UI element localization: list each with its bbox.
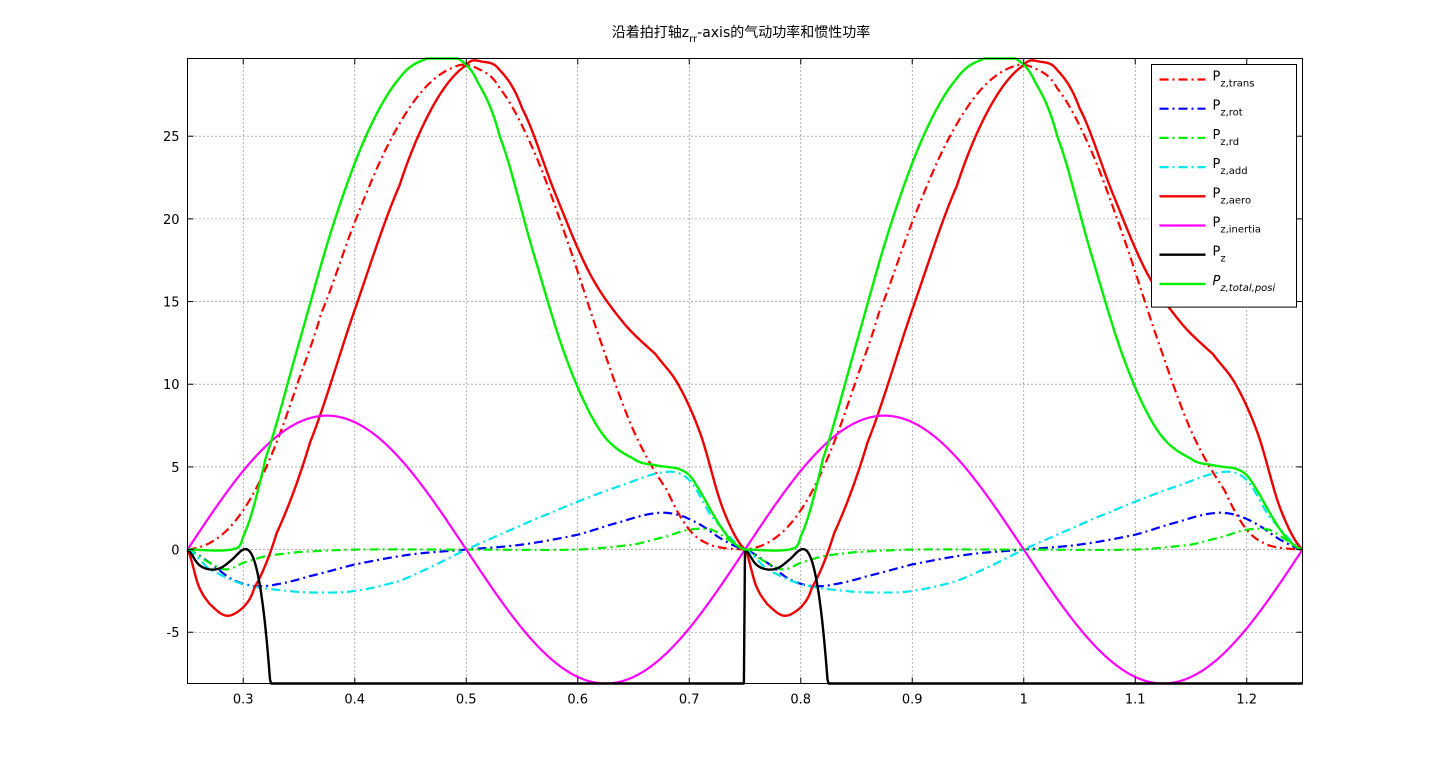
legend-entry-subscript: z,aero — [1220, 195, 1251, 206]
x-tick-label: 0.4 — [344, 693, 365, 708]
x-tick-label: 0.5 — [456, 693, 477, 708]
legend: Pz,transPz,rotPz,rdPz,addPz,aeroPz,inert… — [1151, 64, 1297, 308]
y-tick-label: 25 — [163, 130, 180, 145]
legend-entry-name: P — [1213, 216, 1221, 231]
legend-entry-subscript: z — [1220, 254, 1225, 265]
legend-entry-subscript: z,total,posi — [1219, 283, 1275, 294]
y-tick-label: 20 — [163, 213, 180, 228]
legend-entry: Pz,rot — [1213, 99, 1243, 119]
series-line-7 — [187, 57, 1303, 552]
x-tick-label: 0.8 — [790, 693, 811, 708]
grid — [187, 58, 1303, 684]
legend-entry-name: P — [1213, 274, 1221, 289]
legend-entry: Pz,total,posi — [1213, 274, 1276, 294]
axis-ticks: 0.3 0.4 0.5 0.6 0.7 0.8 0.9 1 1.1 1.2 -5 0 5 10 15 20 25 — [163, 58, 1303, 708]
x-tick-label: 0.7 — [679, 693, 700, 708]
legend-entry-subscript: z,trans — [1220, 79, 1254, 90]
legend-entry: Pz,aero — [1213, 186, 1252, 206]
legend-entry: Pz,trans — [1213, 70, 1255, 90]
y-tick-label: -5 — [167, 626, 180, 641]
plot-area-frame — [187, 58, 1303, 684]
legend-entry: Pz,rd — [1213, 128, 1240, 148]
legend-entry: Pz — [1213, 245, 1226, 265]
legend-entry-name: P — [1213, 99, 1221, 114]
x-tick-label: 0.6 — [567, 693, 588, 708]
legend-entry: Pz,inertia — [1213, 216, 1261, 236]
legend-entry-subscript: z,add — [1220, 166, 1247, 177]
legend-entry-subscript: z,rot — [1220, 108, 1242, 119]
x-tick-label: 1.2 — [1236, 693, 1257, 708]
legend-box — [1151, 64, 1297, 308]
y-tick-label: 15 — [163, 296, 180, 311]
x-tick-label: 1.1 — [1125, 693, 1146, 708]
legend-entry-subscript: z,inertia — [1220, 225, 1261, 236]
y-tick-label: 5 — [171, 461, 179, 476]
series-line-4 — [186, 59, 1304, 617]
legend-entry-name: P — [1213, 245, 1221, 260]
x-tick-label: 0.3 — [233, 693, 254, 708]
chart-title-main: 沿着拍打轴z — [612, 24, 689, 41]
legend-entry-name: P — [1213, 70, 1221, 85]
x-tick-label: 0.9 — [902, 693, 923, 708]
y-tick-label: 10 — [163, 378, 180, 393]
chart-title-rest: -axis的气动功率和惯性功率 — [697, 24, 870, 41]
legend-entry: Pz,add — [1213, 157, 1248, 177]
legend-entry-subscript: z,rd — [1220, 137, 1239, 148]
legend-entry-name: P — [1213, 186, 1221, 201]
legend-entry-name: P — [1213, 157, 1221, 172]
chart-title-subscript: rr — [689, 34, 698, 45]
y-tick-label: 0 — [171, 544, 179, 559]
chart-title: 沿着拍打轴zrr-axis的气动功率和惯性功率 — [612, 24, 871, 45]
x-tick-label: 1 — [1020, 693, 1028, 708]
legend-entry-name: P — [1213, 128, 1221, 143]
